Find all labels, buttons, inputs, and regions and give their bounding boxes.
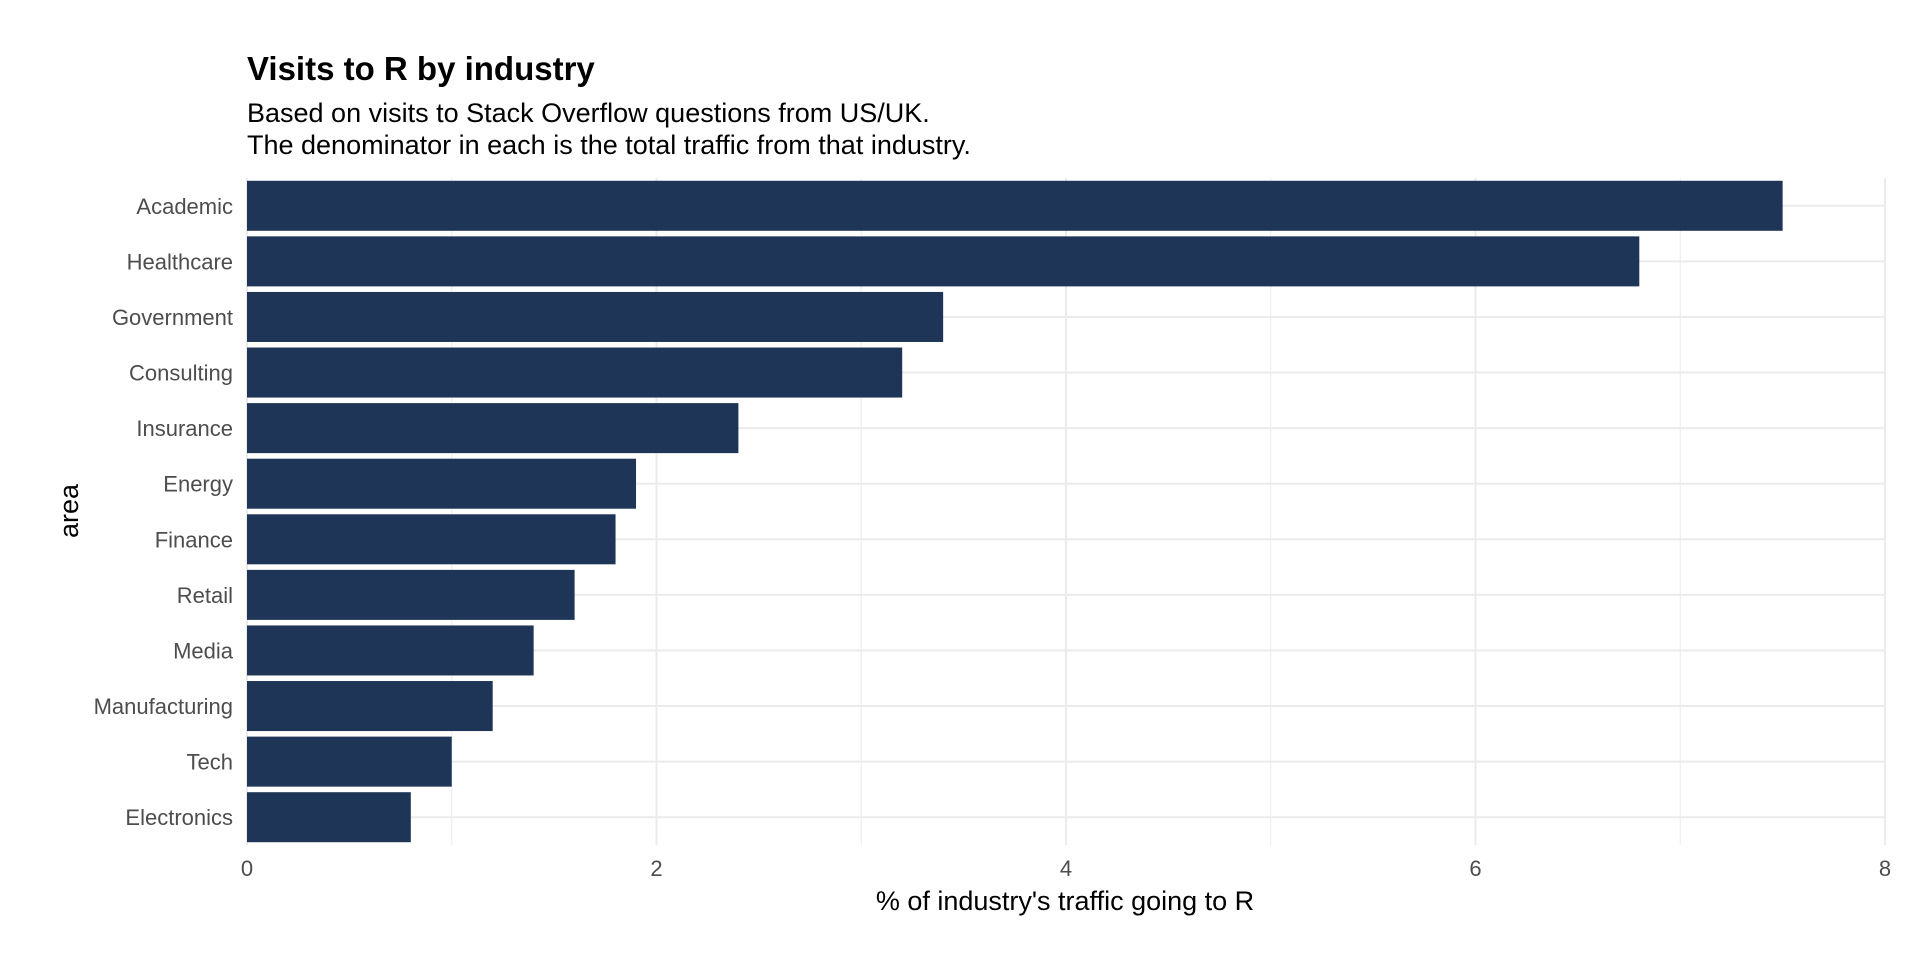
y-tick-label: Manufacturing (94, 694, 233, 719)
y-tick-label: Consulting (129, 361, 233, 386)
bar-insurance (247, 403, 739, 454)
y-tick-label: Energy (163, 472, 233, 497)
bar-academic (247, 180, 1783, 231)
y-tick-label: Finance (155, 527, 233, 552)
x-tick-label: 2 (650, 856, 662, 881)
y-axis-title: area (54, 483, 84, 538)
x-tick-label: 8 (1879, 856, 1891, 881)
y-tick-label: Media (173, 638, 234, 663)
bar-electronics (247, 792, 411, 843)
y-tick-label: Academic (136, 194, 233, 219)
y-tick-label: Tech (187, 750, 233, 775)
chart-subtitle-line-1: Based on visits to Stack Overflow questi… (247, 98, 930, 128)
bar-government (247, 291, 944, 342)
y-tick-labels: Academic Healthcare Government Consulting In… (94, 194, 234, 830)
x-tick-label: 0 (241, 856, 253, 881)
bar-tech (247, 736, 452, 787)
chart-title: Visits to R by industry (247, 50, 595, 87)
bar-manufacturing (247, 681, 493, 732)
bars (247, 180, 1783, 843)
bar-healthcare (247, 236, 1640, 287)
bar-energy (247, 458, 637, 509)
bar-media (247, 625, 534, 676)
x-tick-labels: 0 2 4 6 8 (241, 856, 1891, 881)
y-tick-label: Electronics (125, 805, 233, 830)
bar-consulting (247, 347, 903, 398)
y-tick-label: Healthcare (127, 249, 233, 274)
y-tick-label: Insurance (136, 416, 233, 441)
bar-finance (247, 514, 616, 565)
chart-subtitle-line-2: The denominator in each is the total tra… (247, 130, 971, 160)
x-tick-label: 6 (1469, 856, 1481, 881)
y-tick-label: Retail (177, 583, 233, 608)
x-axis-title: % of industry's traffic going to R (876, 886, 1254, 916)
bar-retail (247, 569, 575, 620)
y-tick-label: Government (112, 305, 233, 330)
x-tick-label: 4 (1060, 856, 1072, 881)
